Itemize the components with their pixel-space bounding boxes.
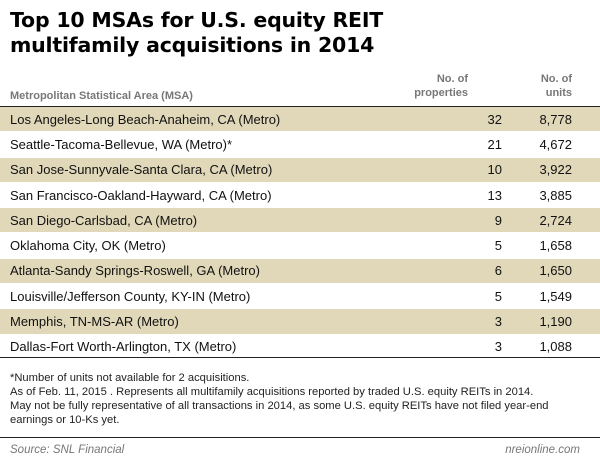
footer-divider xyxy=(0,437,600,438)
cell-units: 2,724 xyxy=(502,207,600,234)
column-header-properties-line1: No. of xyxy=(436,73,468,85)
footnote-line: As of Feb. 11, 2015 . Represents all mul… xyxy=(10,386,534,398)
table-row: Los Angeles-Long Beach-Anaheim, CA (Metr… xyxy=(0,107,600,133)
cell-properties: 3 xyxy=(442,308,502,335)
cell-properties: 32 xyxy=(442,107,502,133)
column-header-units-line1: No. of xyxy=(540,73,572,85)
table-header: Metropolitan Statistical Area (MSA) No. … xyxy=(0,71,600,105)
table-row: Memphis, TN-MS-AR (Metro) 3 1,190 xyxy=(0,308,600,335)
cell-msa: Louisville/Jefferson County, KY-IN (Metr… xyxy=(0,283,442,310)
table-row: San Francisco-Oakland-Hayward, CA (Metro… xyxy=(0,182,600,209)
table-row: Dallas-Fort Worth-Arlington, TX (Metro) … xyxy=(0,334,600,360)
table-row: Oklahoma City, OK (Metro) 5 1,658 xyxy=(0,232,600,259)
cell-msa: San Francisco-Oakland-Hayward, CA (Metro… xyxy=(0,182,442,209)
footer: Source: SNL Financial nreionline.com xyxy=(10,444,580,460)
cell-msa: Memphis, TN-MS-AR (Metro) xyxy=(0,308,442,335)
footnote-line: *Number of units not available for 2 acq… xyxy=(10,372,250,384)
column-header-units: No. of units xyxy=(541,72,572,100)
cell-msa: Atlanta-Sandy Springs-Roswell, GA (Metro… xyxy=(0,258,442,285)
cell-msa: Seattle-Tacoma-Bellevue, WA (Metro)* xyxy=(0,131,442,158)
column-header-msa: Metropolitan Statistical Area (MSA) xyxy=(10,90,193,102)
cell-properties: 9 xyxy=(442,207,502,234)
cell-units: 1,658 xyxy=(502,232,600,259)
column-header-properties-line2: properties xyxy=(414,87,468,99)
cell-units: 1,650 xyxy=(502,258,600,285)
table-row: Seattle-Tacoma-Bellevue, WA (Metro)* 21 … xyxy=(0,131,600,158)
header-divider xyxy=(0,106,600,107)
column-header-properties: No. of properties xyxy=(414,72,468,100)
cell-msa: San Diego-Carlsbad, CA (Metro) xyxy=(0,207,442,234)
source-credit: Source: SNL Financial xyxy=(10,444,125,456)
cell-msa: Los Angeles-Long Beach-Anaheim, CA (Metr… xyxy=(0,107,442,133)
cell-units: 1,190 xyxy=(502,308,600,335)
table-row: San Jose-Sunnyvale-Santa Clara, CA (Metr… xyxy=(0,157,600,183)
table-row: San Diego-Carlsbad, CA (Metro) 9 2,724 xyxy=(0,207,600,234)
cell-msa: San Jose-Sunnyvale-Santa Clara, CA (Metr… xyxy=(0,157,442,183)
cell-properties: 6 xyxy=(442,258,502,285)
cell-units: 4,672 xyxy=(502,131,600,158)
table-bottom-divider xyxy=(0,357,600,358)
site-credit: nreionline.com xyxy=(505,444,580,456)
cell-properties: 5 xyxy=(442,232,502,259)
cell-units: 1,549 xyxy=(502,283,600,310)
footnote-line: earnings or 10-Ks yet. xyxy=(10,414,120,426)
cell-units: 3,922 xyxy=(502,157,600,183)
table-row: Atlanta-Sandy Springs-Roswell, GA (Metro… xyxy=(0,258,600,285)
page-title: Top 10 MSAs for U.S. equity REIT multifa… xyxy=(10,8,384,57)
table-row: Louisville/Jefferson County, KY-IN (Metr… xyxy=(0,283,600,310)
cell-properties: 13 xyxy=(442,182,502,209)
footnotes: *Number of units not available for 2 acq… xyxy=(10,371,590,427)
cell-properties: 3 xyxy=(442,334,502,360)
msa-table: Los Angeles-Long Beach-Anaheim, CA (Metr… xyxy=(0,107,600,360)
cell-properties: 5 xyxy=(442,283,502,310)
cell-msa: Oklahoma City, OK (Metro) xyxy=(0,232,442,259)
cell-units: 8,778 xyxy=(502,107,600,133)
cell-units: 3,885 xyxy=(502,182,600,209)
footnote-line: May not be fully representative of all t… xyxy=(10,400,549,412)
cell-properties: 21 xyxy=(442,131,502,158)
column-header-units-line2: units xyxy=(545,87,572,99)
cell-units: 1,088 xyxy=(502,334,600,360)
cell-properties: 10 xyxy=(442,157,502,183)
cell-msa: Dallas-Fort Worth-Arlington, TX (Metro) xyxy=(0,334,442,360)
